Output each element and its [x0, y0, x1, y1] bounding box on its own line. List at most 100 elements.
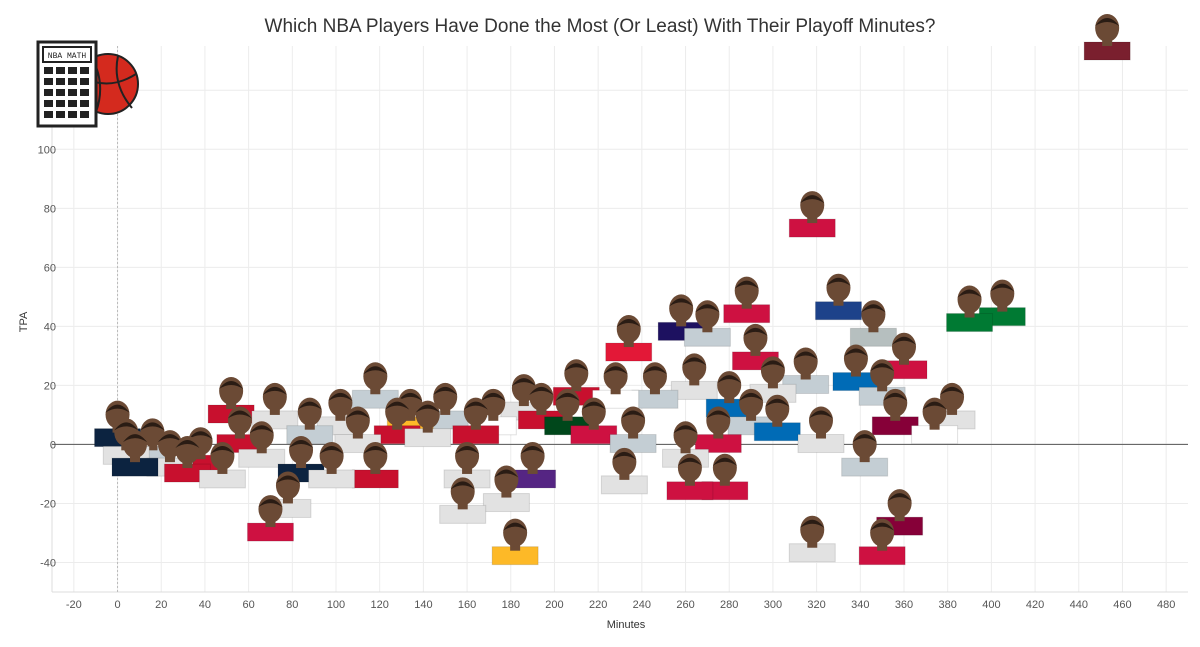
data-point [946, 285, 994, 333]
player-hair [852, 434, 877, 443]
player-hair [262, 386, 287, 395]
data-point [509, 441, 557, 489]
player-hair [870, 363, 895, 372]
player-hair [717, 375, 742, 384]
data-point [198, 441, 246, 489]
chart-title: Which NBA Players Have Done the Most (Or… [264, 16, 936, 37]
player-hair [922, 401, 947, 410]
calculator-key [44, 89, 53, 96]
player-hair [760, 360, 785, 369]
player-hair [739, 392, 764, 401]
y-tick-label: 40 [44, 321, 56, 333]
x-tick-label: 80 [286, 599, 298, 611]
data-point [404, 400, 452, 448]
player-hair [892, 336, 916, 345]
data-point [631, 362, 679, 409]
data-point [701, 453, 749, 501]
player-neck [501, 489, 512, 498]
x-tick-label: 280 [720, 599, 738, 611]
x-tick-label: 220 [589, 599, 607, 611]
x-tick-label: 20 [155, 599, 167, 611]
player-hair [511, 378, 536, 387]
player-hair [743, 327, 768, 336]
logo-screen-text: NBA MATH [48, 52, 87, 61]
player-hair [765, 398, 790, 407]
player-hair [415, 404, 440, 413]
nba-math-logo: NBA MATH [36, 40, 139, 128]
x-tick-label: 60 [242, 599, 254, 611]
data-point [609, 406, 657, 454]
player-hair [677, 457, 702, 466]
player-hair [555, 392, 580, 401]
player-hair [808, 410, 833, 419]
player-hair [612, 451, 637, 460]
data-point [788, 515, 836, 563]
player-hair [494, 469, 519, 478]
x-tick-label: 420 [1026, 599, 1044, 611]
data-point [1083, 14, 1131, 61]
x-tick-label: 100 [327, 599, 345, 611]
calculator-key [44, 67, 53, 74]
y-tick-label: 80 [44, 203, 56, 215]
player-hair [940, 386, 965, 395]
x-tick-label: 240 [633, 599, 651, 611]
data-point [731, 323, 779, 371]
x-tick-label: -20 [66, 599, 82, 611]
calculator-key [44, 78, 53, 85]
player-hair [114, 422, 139, 431]
player-hair [157, 434, 182, 443]
calculator-key [56, 100, 65, 107]
x-tick-label: 400 [982, 599, 1000, 611]
player-hair [529, 386, 554, 395]
data-point [111, 430, 159, 477]
player-hair [734, 280, 759, 289]
data-point [163, 436, 211, 483]
x-tick-label: 260 [676, 599, 694, 611]
data-point [351, 362, 399, 409]
data-point [570, 397, 618, 445]
player-hair [883, 392, 908, 401]
x-tick-label: 340 [851, 599, 869, 611]
calculator-key [56, 111, 65, 118]
player-hair [363, 366, 388, 375]
player-hair [826, 277, 851, 286]
data-point [334, 406, 382, 454]
data-point [797, 406, 845, 454]
data-point [452, 397, 500, 445]
player-hair [455, 445, 480, 454]
data-point [308, 441, 356, 489]
calculator-key [80, 100, 89, 107]
player-hair [219, 381, 244, 390]
x-tick-label: 40 [199, 599, 211, 611]
data-point [439, 477, 487, 524]
data-point [871, 388, 919, 436]
player-hair [363, 445, 388, 454]
data-point [491, 518, 539, 566]
calculator-key [68, 111, 77, 118]
player-hair [990, 283, 1015, 292]
calculator-screen [42, 46, 92, 63]
data-point [788, 191, 836, 238]
player-hair [800, 519, 825, 528]
player-hair [481, 392, 506, 401]
player-hair [345, 410, 370, 419]
player-hair [258, 499, 283, 508]
x-tick-label: 320 [807, 599, 825, 611]
x-tick-label: 160 [458, 599, 476, 611]
calculator-key [56, 78, 65, 85]
calculator-key [68, 100, 77, 107]
player-hair [175, 440, 200, 449]
player-hair [289, 440, 314, 449]
data-point [694, 406, 742, 454]
calculator-key [56, 67, 65, 74]
data-point [286, 397, 334, 445]
data-point [683, 300, 731, 347]
player-hair [706, 410, 731, 419]
player-hair [210, 445, 235, 454]
player-hair [385, 401, 410, 410]
player-hair [123, 434, 148, 443]
data-point [662, 421, 710, 468]
player-hair [603, 366, 628, 375]
calculator-key [80, 78, 89, 85]
data-point [832, 344, 880, 392]
